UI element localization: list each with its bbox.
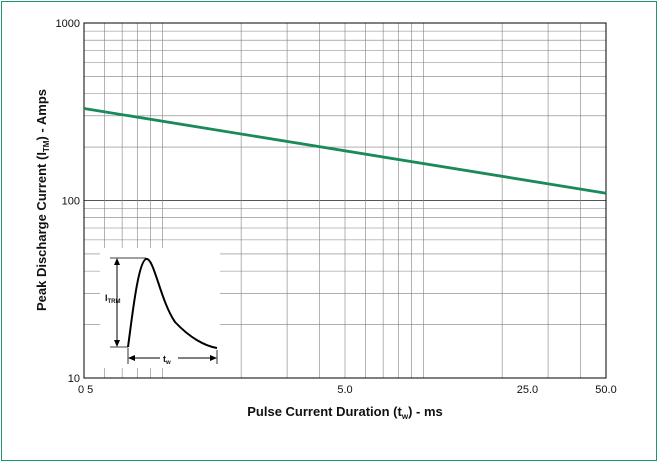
inset-background	[100, 248, 220, 368]
y-tick-label: 1000	[56, 18, 80, 30]
x-tick-label: 5.0	[337, 384, 352, 396]
pulse-waveform-inset: ITRM tw	[100, 248, 220, 368]
series-line-1	[83, 107, 607, 195]
y-tick-label: 100	[62, 196, 80, 208]
duration-arrow-head-right	[210, 355, 217, 361]
pulse-waveform-curve	[127, 258, 218, 349]
plot-area-border	[83, 22, 607, 379]
y-tick-label: 10	[68, 373, 80, 385]
duration-arrow-head-left	[128, 355, 135, 361]
amplitude-label: ITRM	[105, 293, 121, 305]
x-tick-label: 25.0	[517, 384, 538, 396]
chart-frame	[1, 1, 657, 461]
duration-label-bg	[160, 350, 178, 364]
duration-label: tw	[163, 354, 171, 366]
y-tick-labels: 1000 100 10	[56, 18, 80, 385]
x-tick-label: 0 5	[78, 384, 93, 396]
y-axis-title: Peak Discharge Current (ITM) - Amps	[34, 89, 51, 311]
x-axis-title: Pulse Current Duration (tw) - ms	[247, 404, 442, 421]
grid	[84, 23, 606, 378]
x-tick-labels: 0 5 5.0 25.0 50.0	[78, 384, 617, 396]
x-tick-label: 50.0	[595, 384, 616, 396]
series-group	[83, 107, 607, 195]
amplitude-arrow-head-down	[114, 340, 120, 347]
amplitude-arrow-head-up	[114, 258, 120, 265]
